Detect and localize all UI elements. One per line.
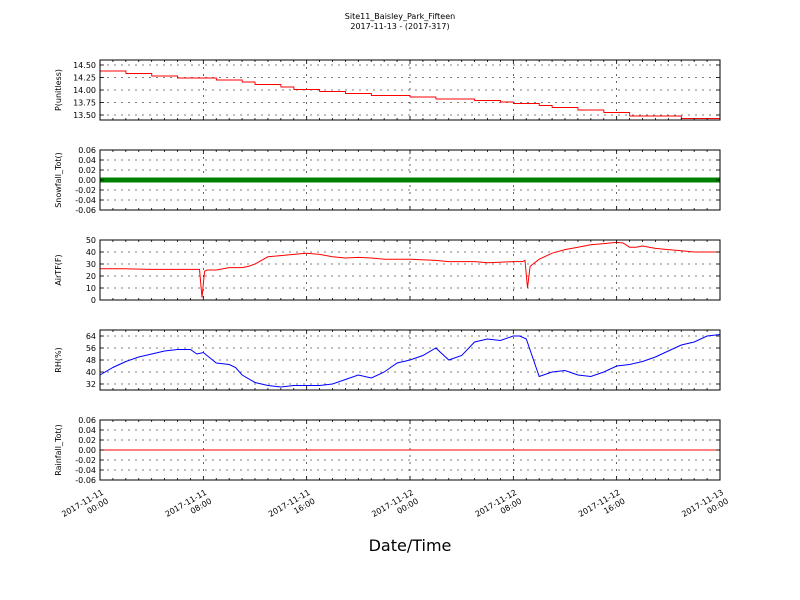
panel-3: 64 56 48 40 32 RH(%) [54, 329, 721, 391]
y-tick-label: 32 [86, 380, 96, 389]
y-tick-label: 0.00 [78, 446, 96, 455]
y-tick-label: 56 [86, 344, 96, 353]
figure-title-line1: Site11_Baisley_Park_Fifteen [345, 12, 455, 21]
y-axis-label: P(unitless) [54, 69, 63, 111]
y-tick-label: 20 [86, 272, 96, 281]
y-tick-label: 13.75 [73, 99, 96, 108]
y-tick-label: 30 [86, 260, 96, 269]
y-axis-label: Snowfall_Tot() [54, 152, 63, 208]
y-tick-label: 40 [86, 368, 96, 377]
y-tick-label: -0.04 [75, 196, 96, 205]
y-tick-label: 40 [86, 248, 96, 257]
y-tick-label: 0.06 [78, 416, 96, 425]
y-tick-label: 0.04 [78, 156, 96, 165]
panels-group: 14.50 14.25 14.00 13.75 13.50 P(unitless) 0.06… [54, 59, 721, 485]
series-line-0 [100, 70, 720, 119]
y-tick-label: 0 [91, 296, 96, 305]
panel-1: 0.060.040.020.00-0.02-0.04-0.06 Snowfall_… [54, 146, 721, 215]
x-axis-label: Date/Time [369, 536, 452, 555]
figure-title-line2: 2017-11-13 - (2017-317) [350, 22, 449, 31]
y-tick-label: 14.25 [73, 74, 96, 83]
y-tick-label: -0.04 [75, 466, 96, 475]
panel-4: 0.060.040.020.00-0.02-0.04-0.06 Rainfall_… [54, 416, 721, 485]
y-tick-label: 0.02 [78, 166, 96, 175]
y-axis-label: Rainfall_Tot() [54, 424, 63, 476]
panel-0: 14.50 14.25 14.00 13.75 13.50 P(unitless) [54, 59, 721, 121]
y-tick-label: 0.00 [78, 176, 96, 185]
y-axis-label: AirTF(F) [54, 254, 63, 285]
series-line-3 [99, 334, 721, 388]
y-tick-label: 14.50 [73, 61, 96, 70]
y-tick-label: -0.06 [75, 476, 96, 485]
y-tick-label: 0.06 [78, 146, 96, 155]
panel-2: 50 40 30 20 10 0 AirTF(F) [54, 236, 721, 305]
y-tick-label: 14.00 [73, 86, 96, 95]
y-tick-label: 10 [86, 284, 96, 293]
y-tick-label: -0.02 [75, 456, 96, 465]
y-tick-label: -0.06 [75, 206, 96, 215]
y-tick-label: 13.50 [73, 111, 96, 120]
y-tick-label: -0.02 [75, 186, 96, 195]
y-tick-label: 0.04 [78, 426, 96, 435]
y-tick-label: 48 [86, 356, 96, 365]
y-axis-label: RH(%) [54, 347, 63, 372]
y-tick-label: 0.02 [78, 436, 96, 445]
y-tick-label: 50 [86, 236, 96, 245]
series-line-2 [100, 241, 720, 298]
y-tick-label: 64 [86, 332, 96, 341]
